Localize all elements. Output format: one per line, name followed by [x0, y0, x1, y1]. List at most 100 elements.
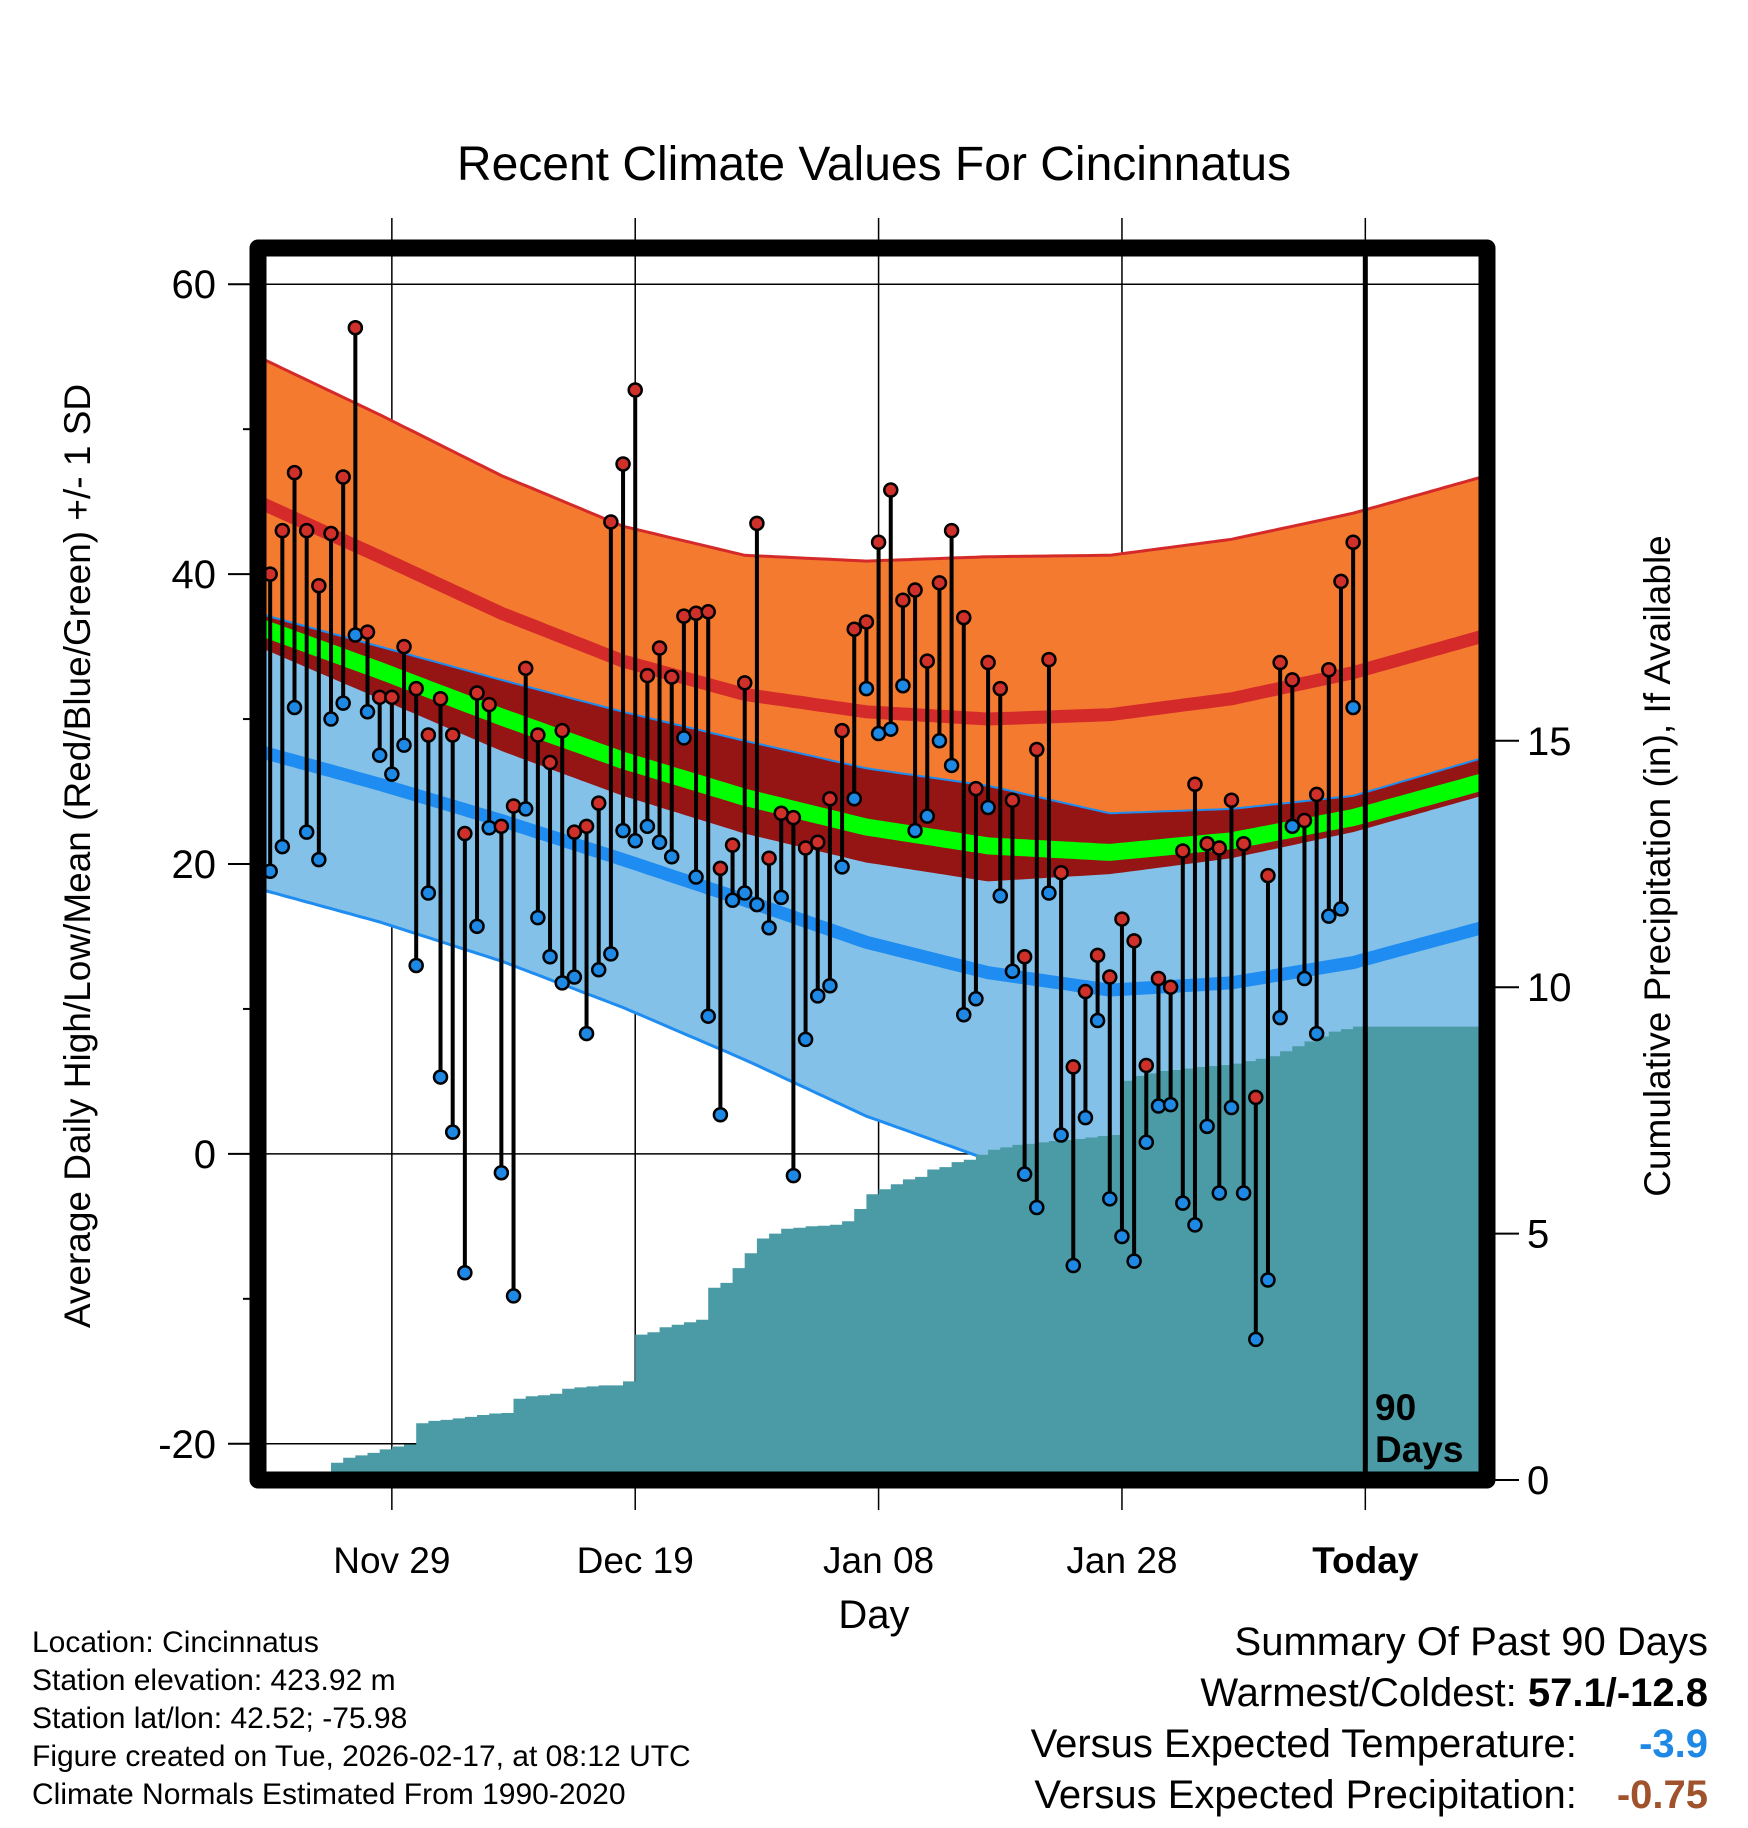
daily-low-point [603, 946, 619, 962]
daily-low-point [298, 824, 315, 840]
daily-high-point [457, 825, 473, 842]
daily-high-point [797, 840, 814, 856]
daily-low-point [371, 747, 388, 764]
daily-high-point [639, 667, 656, 684]
cumulative-precip-area [331, 1026, 1487, 1480]
daily-high-point [384, 689, 400, 706]
daily-high-point [1345, 534, 1361, 550]
daily-low-point [590, 962, 607, 978]
daily-low-point [761, 920, 777, 936]
daily-high-point [883, 482, 899, 498]
daily-high-point [761, 850, 777, 866]
daily-low-point [335, 695, 351, 711]
daily-low-point [834, 859, 850, 875]
daily-high-point [1150, 970, 1167, 987]
daily-low-point [895, 677, 911, 694]
daily-high-point [846, 621, 862, 637]
daily-high-point [396, 638, 412, 655]
daily-low-point [384, 766, 400, 782]
daily-high-point [274, 522, 291, 539]
daily-high-point [907, 582, 923, 598]
daily-high-point [712, 860, 729, 877]
daily-low-point [1162, 1096, 1179, 1113]
daily-high-point [420, 727, 437, 743]
daily-low-point [919, 808, 936, 824]
daily-low-point [663, 849, 680, 865]
y-tick-label: 0 [194, 1133, 216, 1177]
band-overlap [258, 613, 1487, 882]
daily-low-point [420, 885, 437, 901]
daily-high-point [469, 685, 485, 701]
precip-value: -0.75 [1616, 1773, 1708, 1817]
x-tick-label: Nov 29 [333, 1540, 450, 1581]
daily-low-point [651, 834, 668, 851]
daily-low-point [1260, 1272, 1276, 1288]
daily-low-point [1345, 699, 1361, 716]
x-tick-label: Today [1312, 1540, 1419, 1581]
daily-high-point [834, 722, 850, 739]
daily-high-point [895, 592, 911, 608]
daily-low-point [797, 1031, 814, 1048]
daily-high-point [505, 798, 522, 814]
daily-high-point [1187, 776, 1203, 793]
daily-low-point [822, 978, 838, 994]
daily-high-point [736, 675, 753, 691]
axes: -20 0 20 40 60 0 5 10 15 Nov 29 Dec 19 Jan 08 Jan 28… [158, 263, 1571, 1581]
daily-low-point [943, 757, 960, 774]
daily-high-point [347, 319, 364, 336]
daily-low-point [749, 896, 765, 913]
daily-low-point [773, 889, 789, 906]
daily-low-point [347, 627, 364, 643]
daily-low-point [1175, 1195, 1191, 1211]
summary-warm-cold: Warmest/Coldest: 57.1/-12.8 [1200, 1671, 1708, 1716]
daily-low-point [846, 791, 862, 807]
daily-high-point [627, 382, 643, 398]
y-axis-label: Average Daily High/Low/Mean (Red/Blue/Gr… [57, 384, 98, 1328]
daily-high-point [335, 469, 351, 485]
daily-high-point [676, 608, 692, 624]
daily-high-point [481, 696, 497, 713]
daily-low-point [1235, 1185, 1252, 1201]
warm-cold-label: Warmest/Coldest: [1200, 1671, 1517, 1715]
daily-high-point [1272, 654, 1288, 671]
daily-low-point [688, 869, 704, 885]
daily-high-point [1029, 741, 1045, 758]
daily-high-point [1333, 573, 1349, 590]
daily-high-point [968, 780, 984, 797]
daily-low-point [1223, 1099, 1240, 1116]
daily-high-point [542, 754, 558, 771]
daily-high-point [323, 525, 339, 542]
daily-high-point [688, 605, 704, 622]
daily-low-point [615, 822, 631, 839]
daily-high-point [359, 624, 376, 640]
daily-low-point [1004, 963, 1021, 980]
warm-cold-value: 57.1/-12.8 [1527, 1671, 1708, 1715]
daily-high-point [1053, 864, 1069, 881]
daily-high-point [1321, 662, 1337, 678]
daily-low-point [992, 888, 1009, 904]
daily-low-point [712, 1106, 729, 1123]
daily-low-point [1089, 1012, 1106, 1029]
daily-low-point [1138, 1134, 1155, 1151]
daily-low-point [1284, 818, 1301, 835]
daily-high-point [1296, 812, 1313, 829]
daily-low-point [530, 909, 546, 926]
daily-high-point [298, 522, 315, 539]
daily-range-bars [262, 319, 1361, 1348]
daily-low-point [274, 838, 291, 855]
daily-low-point [956, 1006, 972, 1023]
summary-title: Summary Of Past 90 Days [1234, 1620, 1708, 1664]
daily-low-point [311, 851, 327, 868]
today-label-line2: Days [1375, 1429, 1463, 1470]
elevation-text: Station elevation: 423.92 m [32, 1664, 396, 1697]
y-tick-label: -20 [158, 1423, 216, 1467]
daily-low-point [1077, 1109, 1094, 1126]
y2-tick-label: 5 [1527, 1213, 1549, 1257]
temp-value: -3.9 [1639, 1722, 1708, 1766]
daily-high-point [578, 818, 595, 835]
daily-high-point [1138, 1057, 1155, 1074]
daily-low-point [505, 1288, 522, 1304]
station-info: Location: Cincinnatus Station elevation:… [32, 1624, 691, 1814]
daily-high-point [956, 609, 972, 626]
daily-low-point [1114, 1228, 1130, 1245]
